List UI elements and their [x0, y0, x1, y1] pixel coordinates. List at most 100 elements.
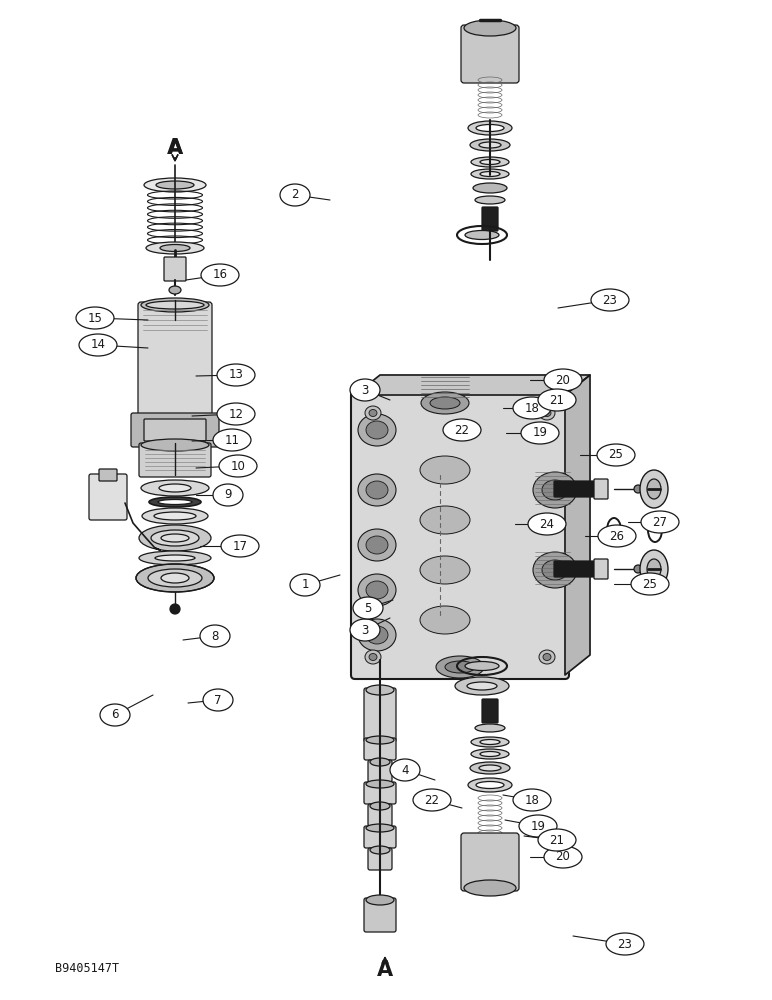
Text: 10: 10 [231, 460, 245, 473]
FancyBboxPatch shape [482, 207, 498, 231]
FancyBboxPatch shape [364, 826, 396, 848]
Ellipse shape [465, 662, 499, 670]
Ellipse shape [169, 286, 181, 294]
FancyBboxPatch shape [138, 302, 212, 433]
Ellipse shape [640, 550, 668, 588]
Text: 26: 26 [610, 530, 625, 542]
Ellipse shape [473, 183, 507, 193]
Ellipse shape [217, 403, 255, 425]
Ellipse shape [430, 397, 460, 409]
FancyBboxPatch shape [99, 469, 117, 481]
Ellipse shape [136, 564, 214, 592]
Ellipse shape [443, 419, 481, 441]
Ellipse shape [480, 740, 500, 744]
Ellipse shape [542, 560, 568, 580]
Text: 25: 25 [642, 578, 658, 590]
Ellipse shape [366, 824, 394, 832]
Text: A: A [377, 960, 393, 980]
Text: 11: 11 [225, 434, 239, 446]
Ellipse shape [533, 472, 577, 508]
Text: 23: 23 [618, 938, 632, 950]
Text: 25: 25 [608, 448, 624, 462]
Ellipse shape [543, 654, 551, 660]
Ellipse shape [420, 556, 470, 584]
Polygon shape [565, 375, 590, 675]
FancyBboxPatch shape [131, 413, 219, 447]
Text: 6: 6 [111, 708, 119, 722]
Ellipse shape [390, 759, 420, 781]
Ellipse shape [528, 513, 566, 535]
Ellipse shape [606, 933, 644, 955]
FancyBboxPatch shape [461, 25, 519, 83]
Ellipse shape [468, 778, 512, 792]
Text: 18: 18 [524, 401, 540, 414]
Text: 3: 3 [361, 383, 369, 396]
Ellipse shape [366, 536, 388, 554]
FancyBboxPatch shape [594, 559, 608, 579]
Ellipse shape [420, 506, 470, 534]
Text: 27: 27 [652, 516, 668, 528]
Ellipse shape [513, 789, 551, 811]
Ellipse shape [641, 511, 679, 533]
Ellipse shape [544, 846, 582, 868]
FancyBboxPatch shape [364, 738, 396, 760]
FancyBboxPatch shape [368, 848, 392, 870]
Ellipse shape [421, 392, 469, 414]
Ellipse shape [455, 677, 509, 695]
FancyBboxPatch shape [594, 479, 608, 499]
Ellipse shape [221, 535, 259, 557]
Ellipse shape [647, 559, 661, 579]
Ellipse shape [467, 682, 497, 690]
Ellipse shape [158, 499, 192, 504]
Text: 21: 21 [550, 393, 564, 406]
Ellipse shape [464, 20, 516, 36]
Ellipse shape [465, 231, 499, 239]
Text: 9: 9 [224, 488, 232, 502]
Ellipse shape [369, 410, 377, 416]
FancyBboxPatch shape [89, 474, 127, 520]
Ellipse shape [597, 444, 635, 466]
Ellipse shape [464, 880, 516, 896]
Ellipse shape [591, 289, 629, 311]
Ellipse shape [161, 573, 189, 583]
Ellipse shape [539, 406, 555, 420]
Text: 13: 13 [229, 368, 243, 381]
Ellipse shape [366, 581, 388, 599]
Ellipse shape [521, 422, 559, 444]
Ellipse shape [201, 264, 239, 286]
Text: 1: 1 [301, 578, 309, 591]
Ellipse shape [436, 656, 484, 678]
FancyBboxPatch shape [364, 782, 396, 804]
Ellipse shape [513, 397, 551, 419]
FancyBboxPatch shape [554, 561, 594, 577]
Ellipse shape [365, 650, 381, 664]
Text: 16: 16 [212, 268, 228, 282]
Ellipse shape [358, 574, 396, 606]
Ellipse shape [476, 782, 504, 788]
Ellipse shape [161, 534, 189, 542]
Ellipse shape [366, 895, 394, 905]
Polygon shape [355, 375, 590, 395]
Text: 19: 19 [530, 820, 546, 832]
Ellipse shape [370, 758, 390, 766]
Text: 24: 24 [540, 518, 554, 530]
Ellipse shape [290, 574, 320, 596]
Ellipse shape [154, 512, 196, 520]
Ellipse shape [445, 661, 475, 673]
Ellipse shape [203, 689, 233, 711]
Ellipse shape [631, 573, 669, 595]
Text: 5: 5 [364, 601, 371, 614]
FancyBboxPatch shape [461, 833, 519, 891]
Ellipse shape [538, 829, 576, 851]
Ellipse shape [544, 369, 582, 391]
Ellipse shape [366, 685, 394, 695]
Ellipse shape [475, 724, 505, 732]
Ellipse shape [647, 479, 661, 499]
Ellipse shape [640, 470, 668, 508]
Ellipse shape [634, 485, 642, 493]
Ellipse shape [479, 765, 501, 771]
Ellipse shape [470, 762, 510, 774]
FancyBboxPatch shape [144, 419, 206, 441]
Ellipse shape [539, 650, 555, 664]
Text: 7: 7 [215, 694, 222, 706]
